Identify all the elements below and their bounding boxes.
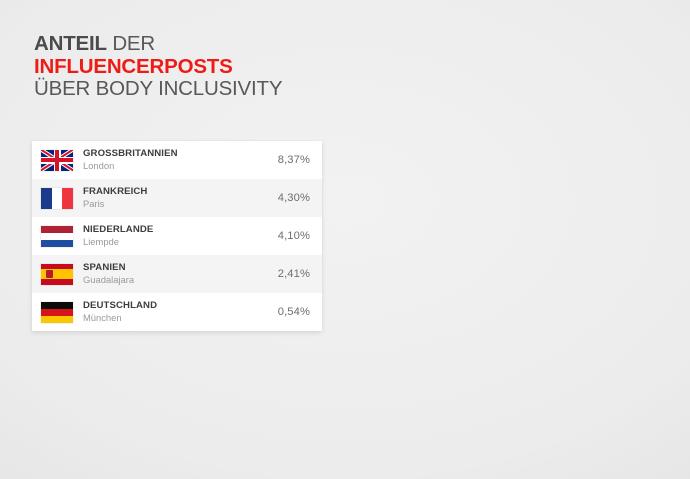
left-headline-line-2: INFLUENCERPOSTS bbox=[34, 54, 233, 78]
flag-france-icon bbox=[41, 187, 73, 209]
country-info: NIEDERLANDE Liempde bbox=[83, 224, 278, 248]
table-row[interactable]: NIEDERLANDE Liempde 4,10% bbox=[32, 217, 322, 255]
left-headline: ANTEIL DER INFLUENCERPOSTS ÜBER BODY INC… bbox=[34, 32, 334, 101]
country-city: Paris bbox=[83, 197, 105, 209]
flag-spain-icon bbox=[41, 263, 73, 285]
country-percent: 4,10% bbox=[277, 230, 310, 242]
table-row[interactable]: SPANIEN Guadalajara 2,41% bbox=[32, 255, 322, 293]
table-row[interactable]: DEUTSCHLAND München 0,54% bbox=[32, 293, 322, 331]
country-info: GROßBRITANNIEN London bbox=[83, 148, 278, 172]
country-percent: 4,30% bbox=[277, 192, 310, 204]
country-name: GROßBRITANNIEN bbox=[83, 148, 178, 160]
table-row[interactable]: GROßBRITANNIEN London 8,37% bbox=[32, 141, 322, 179]
flag-uk-icon bbox=[41, 149, 73, 171]
left-headline-word-bold: ANTEIL bbox=[34, 32, 107, 55]
country-city: Liempde bbox=[83, 235, 119, 247]
country-percent: 8,37% bbox=[277, 154, 310, 166]
right-panel: GLOBALES MONATLICHES SUCHVOLUMEN VON BOD… bbox=[345, 0, 690, 479]
country-city: München bbox=[83, 311, 122, 323]
left-panel: ANTEIL DER INFLUENCERPOSTS ÜBER BODY INC… bbox=[32, 32, 334, 331]
country-name: NIEDERLANDE bbox=[83, 224, 154, 236]
country-name: SPANIEN bbox=[83, 262, 126, 274]
left-headline-line-1: ANTEIL DER bbox=[34, 32, 334, 56]
country-city: Guadalajara bbox=[83, 273, 135, 285]
flag-germany-icon bbox=[41, 301, 73, 323]
left-headline-word-rest: DER bbox=[112, 32, 156, 55]
country-name: FRANKREICH bbox=[83, 186, 148, 198]
country-city: London bbox=[83, 159, 115, 171]
country-percent: 2,41% bbox=[277, 268, 310, 280]
country-percent: 0,54% bbox=[277, 306, 310, 318]
country-name: DEUTSCHLAND bbox=[83, 300, 158, 312]
flag-netherlands-icon bbox=[41, 225, 73, 247]
country-share-card: GROßBRITANNIEN London 8,37% FRANKREICH P… bbox=[32, 141, 322, 331]
table-row[interactable]: FRANKREICH Paris 4,30% bbox=[32, 179, 322, 217]
country-info: SPANIEN Guadalajara bbox=[83, 262, 278, 286]
left-headline-line-3: ÜBER BODY INCLUSIVITY bbox=[34, 77, 283, 100]
country-info: FRANKREICH Paris bbox=[83, 186, 278, 210]
country-info: DEUTSCHLAND München bbox=[83, 300, 278, 324]
